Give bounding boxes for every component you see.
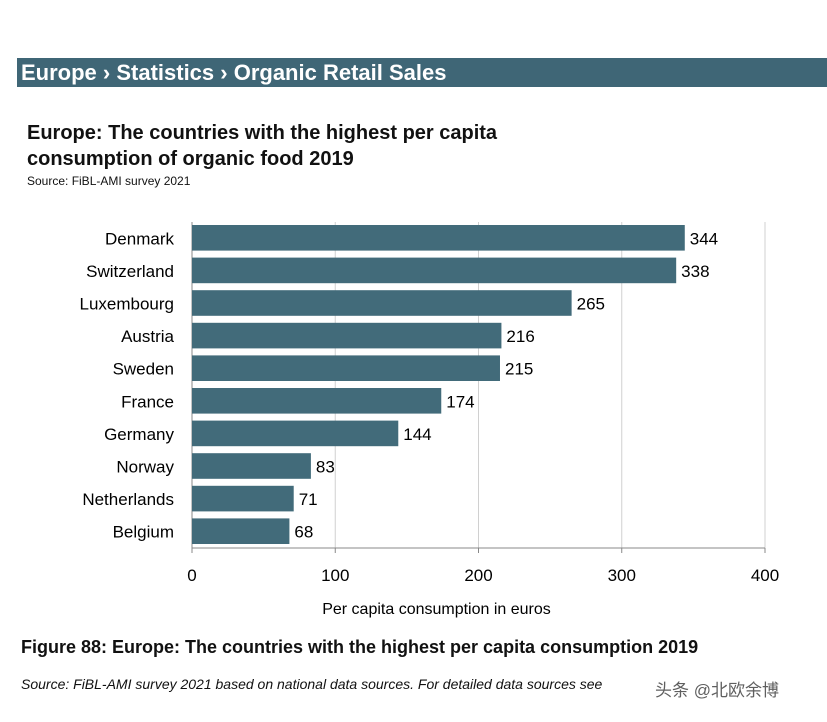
bar — [192, 290, 572, 316]
watermark: 头条 @北欧余博 — [655, 681, 779, 700]
x-tick-label: 100 — [321, 566, 349, 585]
category-label: Switzerland — [86, 262, 174, 281]
source-note: Source: FiBL-AMI survey 2021 based on na… — [21, 676, 603, 692]
bar — [192, 322, 502, 349]
data-label: 144 — [403, 425, 431, 444]
bar — [192, 485, 294, 512]
chart-title: Europe: The countries with the highest p… — [27, 122, 498, 170]
data-label: 338 — [681, 262, 709, 281]
x-axis-title: Per capita consumption in euros — [322, 601, 551, 618]
data-label: 216 — [506, 327, 534, 346]
data-label: 265 — [577, 295, 605, 314]
x-tick-label: 200 — [464, 566, 492, 585]
bar — [192, 388, 442, 414]
breadcrumb-header: Europe › Statistics › Organic Retail Sal… — [17, 58, 827, 87]
category-label: Luxembourg — [79, 295, 174, 314]
category-label: Denmark — [105, 229, 174, 248]
data-label: 174 — [446, 392, 474, 411]
bar — [192, 453, 311, 479]
bar — [192, 225, 685, 251]
x-tick-label: 400 — [751, 566, 779, 585]
data-label: 344 — [690, 229, 718, 248]
data-label: 71 — [299, 490, 318, 509]
category-label: Sweden — [113, 360, 174, 379]
data-label: 68 — [294, 523, 313, 542]
figure-caption: Figure 88: Europe: The countries with th… — [21, 637, 699, 657]
bar-chart: 0 100 200 300 400 Denmark 344 Switzerland 338 Lux… — [79, 222, 779, 618]
category-label: Belgium — [113, 523, 174, 542]
bar — [192, 420, 399, 447]
category-label: Netherlands — [82, 490, 174, 509]
bar — [192, 518, 290, 544]
bar — [192, 355, 500, 381]
data-label: 215 — [505, 360, 533, 379]
chart-subtitle: Source: FiBL-AMI survey 2021 — [27, 174, 191, 188]
x-tick-label: 300 — [608, 566, 636, 585]
category-label: Germany — [104, 425, 174, 444]
x-tick-label: 0 — [187, 566, 196, 585]
category-label: France — [121, 392, 174, 411]
category-label: Austria — [121, 327, 174, 346]
category-label: Norway — [116, 458, 174, 477]
bar — [192, 257, 677, 284]
data-label: 83 — [316, 458, 335, 477]
